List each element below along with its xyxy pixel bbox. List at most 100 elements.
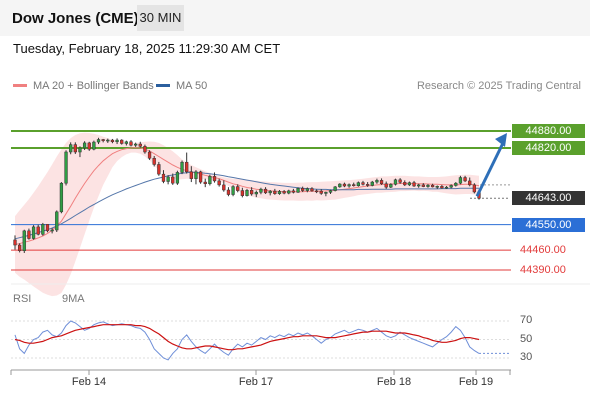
- candle: [110, 139, 115, 143]
- ma50-line: [14, 171, 479, 240]
- legend-ma50: MA 50: [156, 80, 207, 92]
- x-tick-label-2: Feb 18: [376, 376, 412, 388]
- candle: [356, 182, 361, 186]
- candle: [45, 224, 50, 232]
- candle: [189, 171, 193, 179]
- candle: [240, 190, 245, 196]
- candle: [194, 171, 198, 179]
- candle: [463, 177, 467, 182]
- candle: [375, 180, 379, 183]
- candle: [64, 151, 68, 184]
- candle: [175, 172, 180, 184]
- price-level-label-1: 44820.00: [512, 141, 585, 156]
- price-level-label-2: 44643.00: [512, 191, 585, 206]
- candle: [73, 144, 77, 153]
- rsi-level-label-30: 30: [520, 351, 533, 363]
- candle: [370, 181, 374, 186]
- price-level-label-3: 44550.00: [512, 217, 585, 232]
- candle: [59, 182, 64, 213]
- candle: [115, 139, 119, 143]
- candle: [273, 190, 277, 194]
- forecast-arrow-head: [495, 133, 507, 147]
- candle: [180, 161, 184, 173]
- candle: [31, 226, 36, 239]
- candle: [166, 176, 170, 182]
- rsi-9ma-line: [14, 324, 480, 351]
- candle: [17, 244, 22, 251]
- candle: [217, 180, 221, 186]
- candle: [143, 146, 147, 153]
- candle: [277, 191, 282, 194]
- legend-ma20: MA 20 + Bollinger Bands: [13, 80, 154, 92]
- candle: [226, 189, 231, 195]
- candle: [120, 139, 124, 144]
- candle: [185, 161, 189, 173]
- candle: [301, 188, 305, 191]
- candle: [342, 183, 347, 187]
- rsi-level-label-50: 50: [520, 332, 533, 345]
- candle: [440, 186, 444, 189]
- candle: [152, 157, 156, 165]
- candle: [208, 176, 212, 185]
- candle: [129, 141, 133, 146]
- header-bar: [0, 0, 590, 36]
- ma20-line: [14, 147, 480, 245]
- candle: [361, 182, 365, 185]
- candle: [268, 190, 272, 194]
- candle: [435, 186, 439, 188]
- candle: [347, 184, 351, 187]
- forecast-arrow-shaft: [475, 140, 506, 197]
- candle: [87, 142, 91, 150]
- candle: [133, 143, 138, 146]
- candle: [393, 179, 398, 185]
- datetime-label: Tuesday, February 18, 2025 11:29:30 AM C…: [13, 41, 281, 56]
- candle: [259, 188, 263, 193]
- candle: [282, 191, 286, 194]
- candle: [426, 184, 430, 187]
- candle: [324, 192, 328, 194]
- candle: [458, 177, 463, 184]
- candle: [319, 190, 323, 194]
- candle: [101, 139, 105, 141]
- candle: [198, 171, 203, 183]
- candle: [444, 186, 449, 189]
- candle: [384, 183, 388, 188]
- candle: [124, 141, 129, 144]
- candle: [212, 176, 217, 182]
- candle: [106, 139, 110, 142]
- rsi-line: [14, 320, 480, 361]
- candle: [389, 184, 393, 188]
- candle: [328, 190, 333, 193]
- candle: [249, 190, 254, 195]
- candle: [398, 179, 402, 183]
- candle: [412, 182, 416, 187]
- candle: [314, 190, 319, 193]
- candle: [147, 151, 152, 159]
- candle: [254, 192, 258, 195]
- candle: [421, 184, 425, 187]
- candle: [22, 230, 26, 251]
- candle: [78, 147, 82, 153]
- ma50-swatch: [156, 83, 170, 87]
- candle: [287, 190, 291, 194]
- legend-9ma: 9MA: [62, 293, 85, 305]
- candle: [222, 184, 226, 191]
- x-tick-label-3: Feb 19: [458, 376, 494, 388]
- candle: [449, 185, 453, 188]
- candle: [468, 180, 472, 186]
- x-tick-label-1: Feb 17: [238, 376, 274, 388]
- candle: [472, 184, 477, 193]
- candle: [454, 182, 458, 186]
- timeframe-button[interactable]: 30 MIN: [137, 5, 184, 31]
- legend-rsi: RSI: [13, 293, 31, 305]
- candle: [379, 180, 384, 185]
- candle: [305, 188, 309, 191]
- candle: [69, 144, 73, 153]
- candle: [92, 141, 96, 150]
- candle: [291, 190, 296, 193]
- candle: [245, 190, 249, 196]
- x-tick-label-0: Feb 14: [71, 376, 107, 388]
- candle: [352, 184, 356, 186]
- candle: [417, 184, 421, 187]
